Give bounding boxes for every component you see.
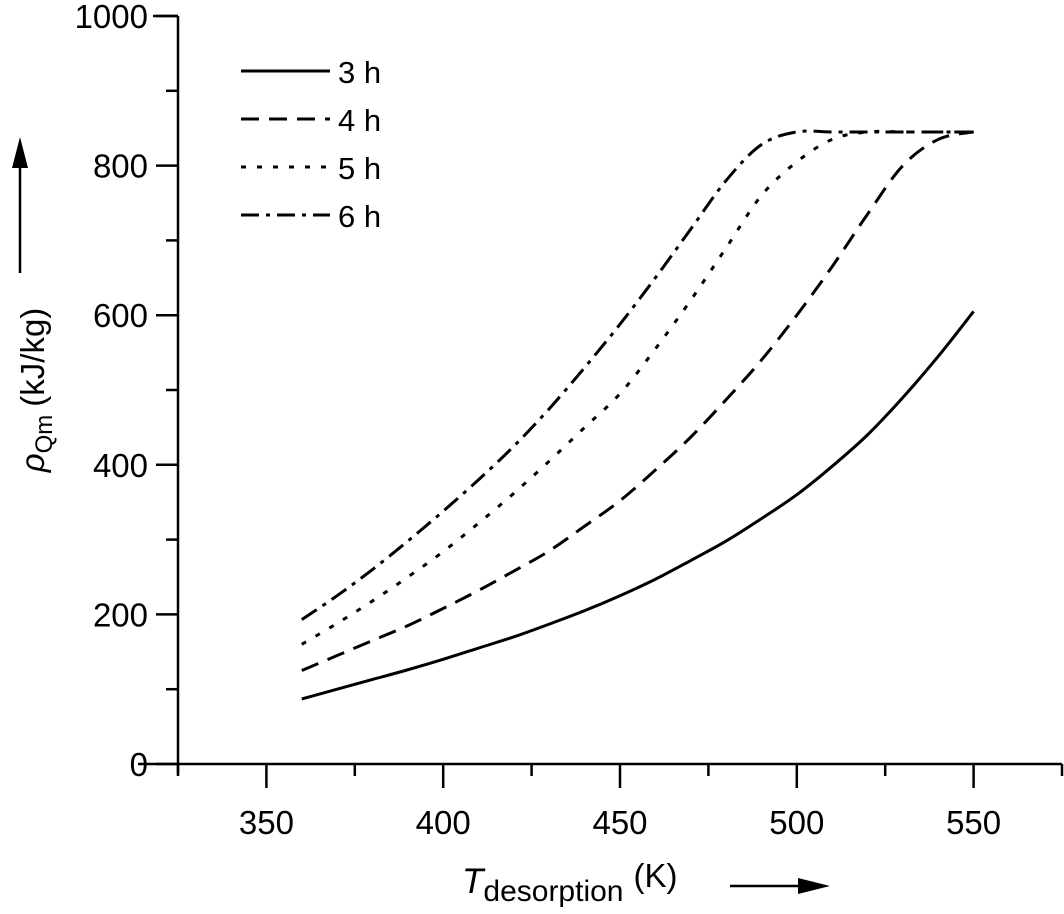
series-line-6h (300, 129, 974, 621)
series-line-4h (301, 130, 974, 672)
legend: 3 h 4 h 5 h 6 h (241, 55, 381, 234)
legend-item: 4 h (241, 103, 381, 138)
legend-label: 5 h (338, 151, 381, 186)
x-tick-label: 500 (769, 804, 824, 841)
x-tick-label: 400 (416, 804, 471, 841)
x-title-symbol: T (462, 862, 486, 901)
series-line-3h (301, 310, 975, 701)
x-axis-title: Tdesorption (K) (462, 857, 678, 908)
y-tick-label: 0 (130, 746, 148, 783)
legend-label: 4 h (338, 103, 381, 138)
y-tick-label: 400 (93, 447, 148, 484)
svg-text:Tdesorption(K): Tdesorption (K) (462, 857, 678, 908)
x-title-subscript: desorption (483, 875, 623, 908)
legend-item: 3 h (241, 55, 381, 90)
series-line-5h (300, 129, 974, 646)
y-axis-arrow-icon (12, 137, 28, 273)
plot-series (300, 129, 975, 701)
legend-label: 6 h (338, 199, 381, 234)
y-title-symbol: ρ (14, 453, 51, 473)
y-tick-label: 800 (93, 148, 148, 185)
x-axis-arrow-icon (730, 878, 830, 894)
legend-label: 3 h (338, 55, 381, 90)
svg-text:ρQm(kJ/kg): ρQm (kJ/kg) (14, 308, 58, 474)
y-title-subscript: Qm (31, 415, 58, 454)
legend-item: 5 h (241, 151, 381, 186)
y-tick-label: 600 (93, 297, 148, 334)
x-tick-label: 450 (592, 804, 647, 841)
x-tick-label: 550 (946, 804, 1001, 841)
axes (138, 14, 1062, 774)
x-title-unit: (K) (634, 857, 678, 894)
y-axis-title: ρQm (kJ/kg) (14, 308, 58, 474)
y-title-unit: (kJ/kg) (14, 308, 51, 407)
legend-item: 6 h (241, 199, 381, 234)
y-tick-label: 200 (93, 596, 148, 633)
y-tick-label: 1000 (75, 0, 148, 35)
x-tick-label: 350 (239, 804, 294, 841)
axis-ticks: 0 200 400 600 800 1000 350 400 450 500 550 (75, 0, 1064, 841)
